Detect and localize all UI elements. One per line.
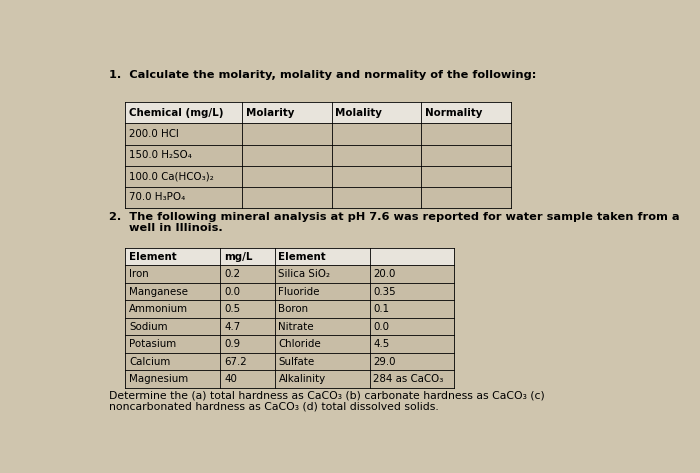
Text: 284 as CaCO₃: 284 as CaCO₃: [373, 374, 444, 384]
Text: 0.35: 0.35: [373, 287, 396, 297]
Text: Chloride: Chloride: [279, 339, 321, 349]
Text: 4.5: 4.5: [373, 339, 390, 349]
Text: Element: Element: [279, 252, 326, 262]
Text: Silica SiO₂: Silica SiO₂: [279, 269, 330, 279]
Bar: [125, 283, 454, 300]
Text: Ammonium: Ammonium: [130, 304, 188, 314]
Text: 200.0 HCl: 200.0 HCl: [130, 129, 179, 139]
Text: Calcium: Calcium: [130, 357, 171, 367]
Text: 1.  Calculate the molarity, molality and normality of the following:: 1. Calculate the molarity, molality and …: [109, 70, 537, 79]
Text: Magnesium: Magnesium: [130, 374, 188, 384]
Text: Manganese: Manganese: [130, 287, 188, 297]
Bar: [125, 187, 510, 208]
Bar: [125, 166, 510, 187]
Text: 0.2: 0.2: [224, 269, 240, 279]
Text: Potasium: Potasium: [130, 339, 176, 349]
Bar: [125, 248, 454, 265]
Text: Nitrate: Nitrate: [279, 322, 314, 332]
Text: 29.0: 29.0: [373, 357, 396, 367]
Text: Chemical (mg/L): Chemical (mg/L): [130, 108, 224, 118]
Text: mg/L: mg/L: [224, 252, 253, 262]
Bar: [125, 370, 454, 388]
Text: Alkalinity: Alkalinity: [279, 374, 326, 384]
Bar: [125, 265, 454, 283]
Text: Sulfate: Sulfate: [279, 357, 315, 367]
Text: 2.  The following mineral analysis at pH 7.6 was reported for water sample taken: 2. The following mineral analysis at pH …: [109, 211, 680, 233]
Text: 67.2: 67.2: [224, 357, 247, 367]
Bar: [125, 145, 510, 166]
Text: 70.0 H₃PO₄: 70.0 H₃PO₄: [130, 193, 186, 202]
Text: 0.0: 0.0: [373, 322, 389, 332]
Text: 0.9: 0.9: [224, 339, 240, 349]
Text: Sodium: Sodium: [130, 322, 168, 332]
Bar: [125, 102, 510, 123]
Text: 40: 40: [224, 374, 237, 384]
Text: Molarity: Molarity: [246, 108, 294, 118]
Bar: [125, 300, 454, 318]
Bar: [125, 353, 454, 370]
Text: Fluoride: Fluoride: [279, 287, 320, 297]
Text: Determine the (a) total hardness as CaCO₃ (b) carbonate hardness as CaCO₃ (c)
no: Determine the (a) total hardness as CaCO…: [109, 390, 545, 412]
Text: Molality: Molality: [335, 108, 382, 118]
Text: 0.5: 0.5: [224, 304, 240, 314]
Text: 20.0: 20.0: [373, 269, 395, 279]
Text: 4.7: 4.7: [224, 322, 241, 332]
Text: 0.0: 0.0: [224, 287, 240, 297]
Bar: [125, 318, 454, 335]
Text: 100.0 Ca(HCO₃)₂: 100.0 Ca(HCO₃)₂: [130, 171, 214, 181]
Text: Normality: Normality: [425, 108, 482, 118]
Bar: [125, 123, 510, 145]
Text: 0.1: 0.1: [373, 304, 389, 314]
Text: 150.0 H₂SO₄: 150.0 H₂SO₄: [130, 150, 192, 160]
Text: Boron: Boron: [279, 304, 309, 314]
Bar: [125, 335, 454, 353]
Text: Iron: Iron: [130, 269, 149, 279]
Text: Element: Element: [130, 252, 177, 262]
